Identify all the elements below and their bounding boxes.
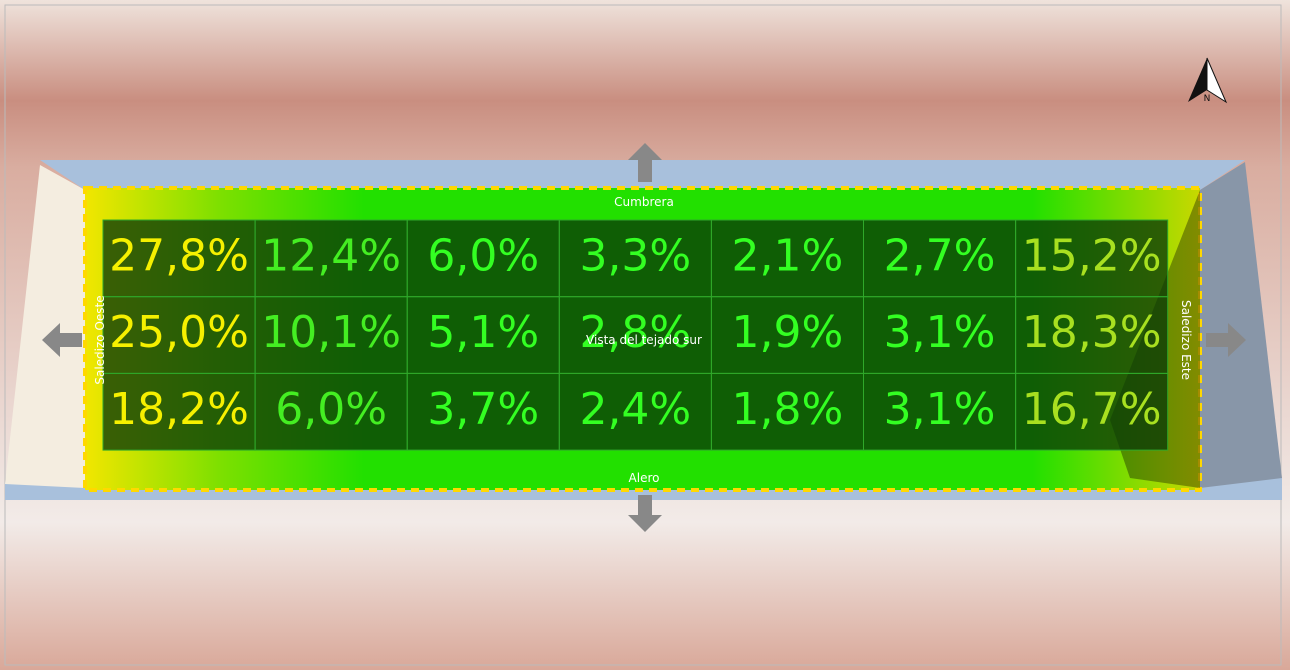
cell-value: 5,1% (427, 307, 539, 358)
edge-bottom: Alero (629, 471, 660, 485)
cell-value: 25,0% (109, 307, 249, 358)
cell-value: 3,7% (427, 384, 539, 435)
cell-value: 18,3% (1022, 307, 1162, 358)
cell-value: 6,0% (275, 384, 387, 435)
compass-label: N (1204, 94, 1211, 104)
edge-top: Cumbrera (614, 195, 674, 209)
cell-value: 27,8% (109, 230, 249, 281)
edge-right: Saledizo Este (1179, 300, 1193, 380)
cell-value: 10,1% (261, 307, 401, 358)
cell-value: 2,4% (579, 384, 691, 435)
cell-value: 18,2% (109, 384, 249, 435)
cell-value: 3,3% (579, 230, 691, 281)
cell-value: 12,4% (261, 230, 401, 281)
cell-value: 3,1% (884, 384, 996, 435)
cell-value: 2,1% (732, 230, 844, 281)
cell-value: 6,0% (427, 230, 539, 281)
cell-value: 1,8% (732, 384, 844, 435)
roof-view: N 27,8%12,4% 6,0% 3,3% 2,1% 2,7% 15,2% 25,0%10… (0, 0, 1290, 670)
cell-value: 16,7% (1022, 384, 1162, 435)
cell-value: 2,7% (884, 230, 996, 281)
cell-value: 1,9% (732, 307, 844, 358)
cell-value: 3,1% (884, 307, 996, 358)
view-title: Vista del tejado sur (586, 333, 702, 347)
edge-left: Saledizo Oeste (93, 295, 107, 384)
cell-value: 15,2% (1022, 230, 1162, 281)
